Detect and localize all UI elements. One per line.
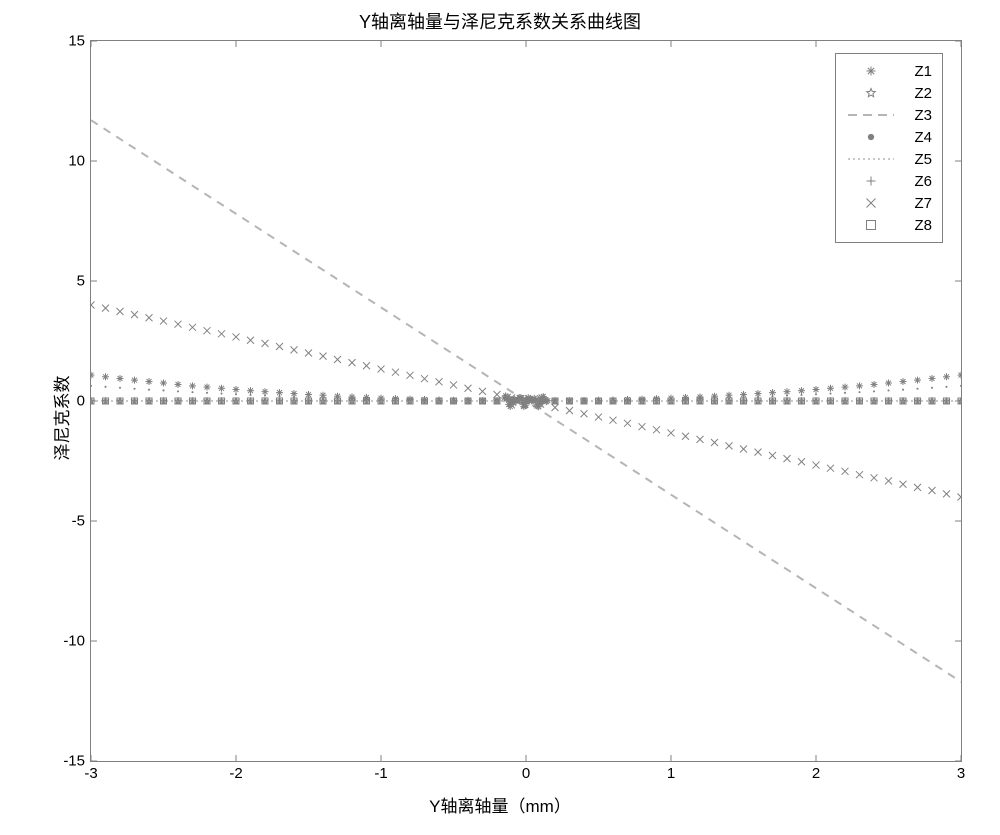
- legend-item: Z7: [846, 192, 932, 214]
- legend-label: Z3: [896, 107, 932, 124]
- legend-swatch-star-icon: [846, 83, 896, 103]
- ytick-label: 15: [68, 33, 91, 50]
- legend-item: Z8: [846, 214, 932, 236]
- y-axis-label: 泽尼克系数: [48, 375, 73, 460]
- xtick-label: -2: [229, 761, 242, 782]
- plot-svg: [91, 41, 961, 761]
- plot-area: -3-2-10123-15-10-5051015Z1Z2Z3Z4Z5Z6Z7Z8: [90, 40, 962, 762]
- legend: Z1 Z2 Z3 Z4 Z5 Z6 Z7 Z8: [835, 53, 943, 243]
- legend-label: Z6: [896, 173, 932, 190]
- legend-label: Z1: [896, 63, 932, 80]
- legend-item: Z4: [846, 126, 932, 148]
- chart-container: Y轴离轴量与泽尼克系数关系曲线图 泽尼克系数 -3-2-10123-15-10-…: [0, 0, 1000, 835]
- legend-item: Z2: [846, 82, 932, 104]
- xtick-label: 1: [667, 761, 675, 782]
- xtick-label: 2: [812, 761, 820, 782]
- x-axis-label: Y轴离轴量（mm）: [0, 792, 1000, 817]
- legend-swatch-dash-icon: [846, 105, 896, 125]
- legend-item: Z6: [846, 170, 932, 192]
- ytick-label: -15: [63, 753, 91, 770]
- xtick-label: 3: [957, 761, 965, 782]
- legend-swatch-dotline-icon: [846, 149, 896, 169]
- ytick-label: 0: [77, 393, 91, 410]
- ytick-label: -10: [63, 633, 91, 650]
- legend-swatch-plus-icon: [846, 171, 896, 191]
- legend-label: Z4: [896, 129, 932, 146]
- ytick-label: -5: [72, 513, 91, 530]
- legend-label: Z2: [896, 85, 932, 102]
- legend-item: Z3: [846, 104, 932, 126]
- legend-swatch-dot-icon: [846, 127, 896, 147]
- ytick-label: 10: [68, 153, 91, 170]
- chart-title: Y轴离轴量与泽尼克系数关系曲线图: [0, 8, 1000, 34]
- legend-item: Z1: [846, 60, 932, 82]
- legend-swatch-asterisk-icon: [846, 61, 896, 81]
- xtick-label: 0: [522, 761, 530, 782]
- legend-label: Z7: [896, 195, 932, 212]
- xtick-label: -1: [374, 761, 387, 782]
- ytick-label: 5: [77, 273, 91, 290]
- legend-swatch-cross-icon: [846, 193, 896, 213]
- legend-label: Z5: [896, 151, 932, 168]
- legend-swatch-square-icon: [846, 215, 896, 235]
- legend-label: Z8: [896, 217, 932, 234]
- legend-item: Z5: [846, 148, 932, 170]
